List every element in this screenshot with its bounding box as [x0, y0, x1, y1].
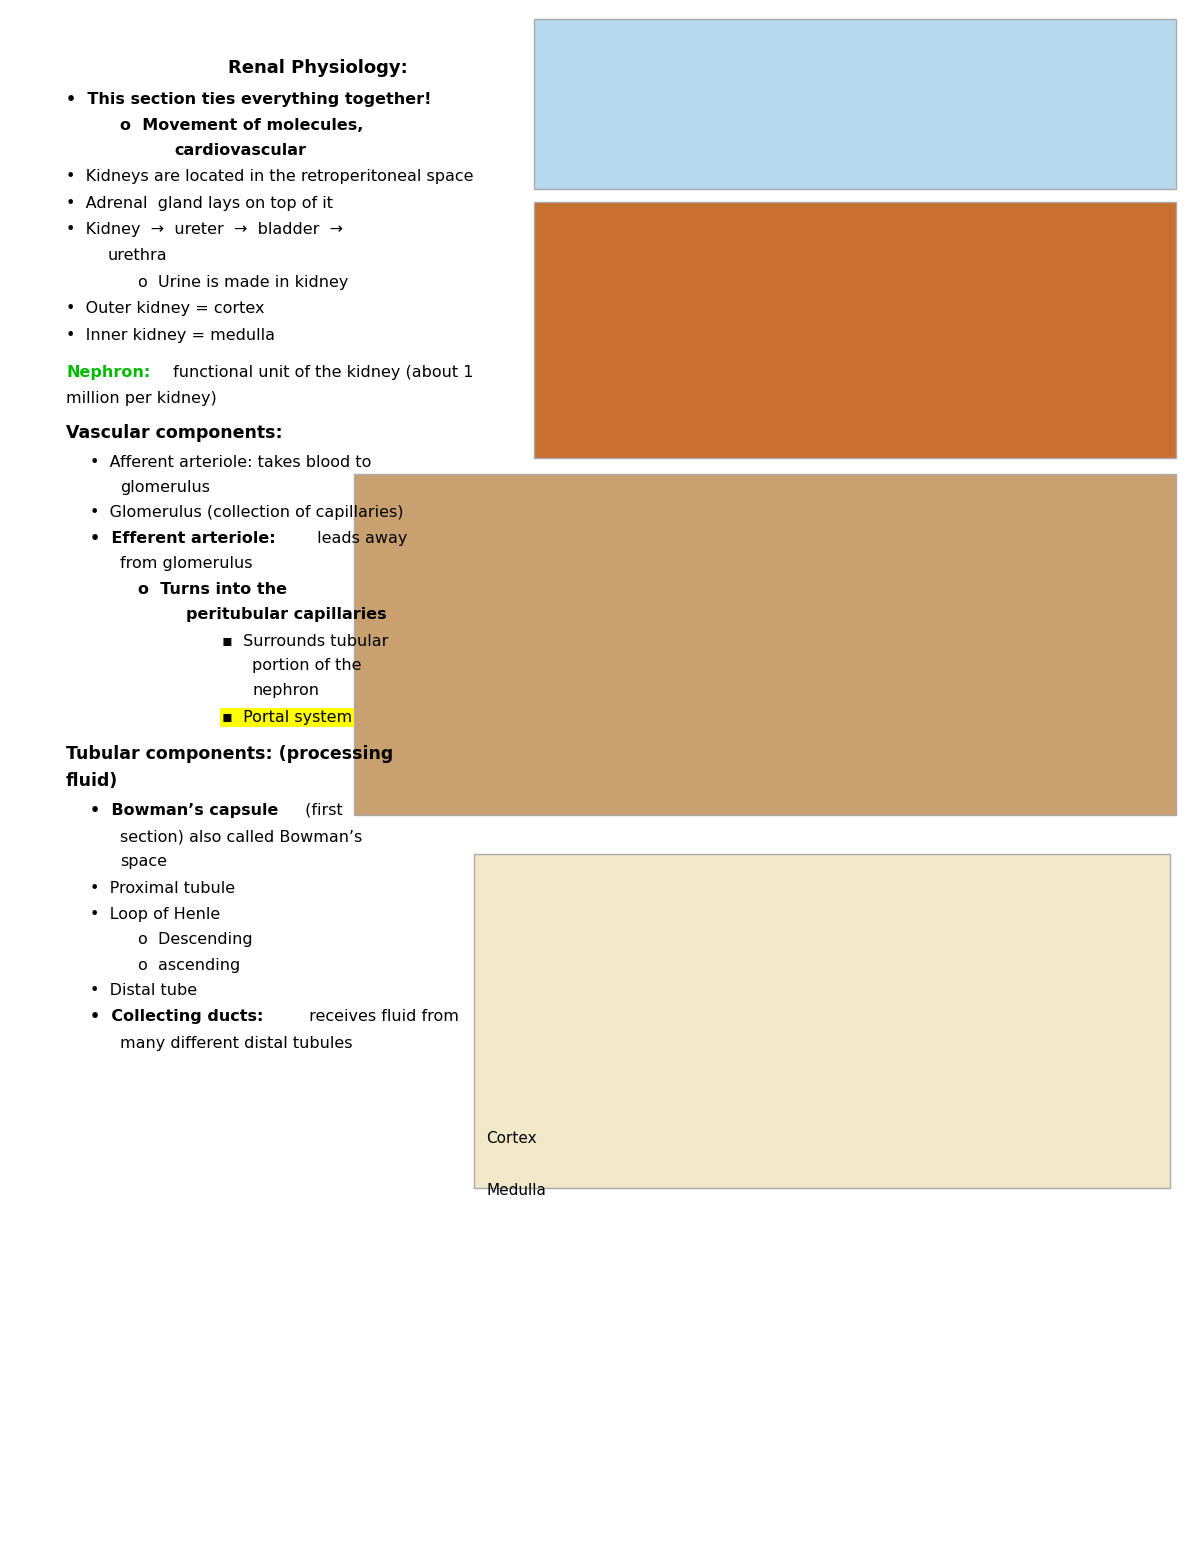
Text: •  Distal tube: • Distal tube — [90, 983, 197, 999]
Text: cardiovascular: cardiovascular — [174, 143, 306, 158]
Text: •  Bowman’s capsule: • Bowman’s capsule — [90, 803, 278, 818]
Text: •  Glomerulus (collection of capillaries): • Glomerulus (collection of capillaries) — [90, 505, 403, 520]
Text: many different distal tubules: many different distal tubules — [120, 1036, 353, 1051]
Text: Vascular components:: Vascular components: — [66, 424, 283, 443]
Text: urethra: urethra — [108, 248, 168, 264]
Text: functional unit of the kidney (about 1: functional unit of the kidney (about 1 — [168, 365, 474, 380]
Text: nephron: nephron — [252, 683, 319, 699]
Text: Renal Physiology:: Renal Physiology: — [228, 59, 408, 78]
Text: ▪  Surrounds tubular: ▪ Surrounds tubular — [222, 634, 389, 649]
Text: Cortex: Cortex — [486, 1131, 536, 1146]
Text: o  Movement of molecules,: o Movement of molecules, — [120, 118, 364, 134]
Text: fluid): fluid) — [66, 772, 119, 790]
Text: from glomerulus: from glomerulus — [120, 556, 252, 572]
Text: Tubular components: (processing: Tubular components: (processing — [66, 745, 394, 764]
Text: •  Proximal tubule: • Proximal tubule — [90, 881, 235, 896]
Text: glomerulus: glomerulus — [120, 480, 210, 495]
Text: •  Outer kidney = cortex: • Outer kidney = cortex — [66, 301, 264, 317]
Text: •  Adrenal  gland lays on top of it: • Adrenal gland lays on top of it — [66, 196, 334, 211]
Text: section) also called Bowman’s: section) also called Bowman’s — [120, 829, 362, 845]
Text: •  Afferent arteriole: takes blood to: • Afferent arteriole: takes blood to — [90, 455, 371, 471]
Bar — [534, 19, 1176, 189]
Text: •  Collecting ducts:: • Collecting ducts: — [90, 1009, 263, 1025]
Text: million per kidney): million per kidney) — [66, 391, 217, 407]
Text: •  Loop of Henle: • Loop of Henle — [90, 907, 221, 922]
Text: •  This section ties everything together!: • This section ties everything together! — [66, 92, 432, 107]
Text: (first: (first — [300, 803, 343, 818]
Text: Nephron:: Nephron: — [66, 365, 150, 380]
Text: •  Efferent arteriole:: • Efferent arteriole: — [90, 531, 276, 547]
Text: leads away: leads away — [312, 531, 407, 547]
Text: o  Turns into the: o Turns into the — [138, 582, 287, 598]
Text: •  Kidneys are located in the retroperitoneal space: • Kidneys are located in the retroperito… — [66, 169, 474, 185]
Text: •  Kidney  →  ureter  →  bladder  →: • Kidney → ureter → bladder → — [66, 222, 343, 238]
Text: receives fluid from: receives fluid from — [304, 1009, 458, 1025]
Text: o  Descending: o Descending — [138, 932, 253, 947]
Text: peritubular capillaries: peritubular capillaries — [186, 607, 386, 623]
Text: Medulla: Medulla — [486, 1183, 546, 1199]
Text: o  Urine is made in kidney: o Urine is made in kidney — [138, 275, 348, 290]
Bar — [354, 474, 1176, 815]
Text: portion of the: portion of the — [252, 658, 361, 674]
Text: •  Inner kidney = medulla: • Inner kidney = medulla — [66, 328, 275, 343]
Bar — [534, 202, 1176, 458]
Text: space: space — [120, 854, 167, 870]
Text: o  ascending: o ascending — [138, 958, 240, 974]
Text: ▪  Portal system: ▪ Portal system — [222, 710, 352, 725]
Bar — [474, 854, 1170, 1188]
